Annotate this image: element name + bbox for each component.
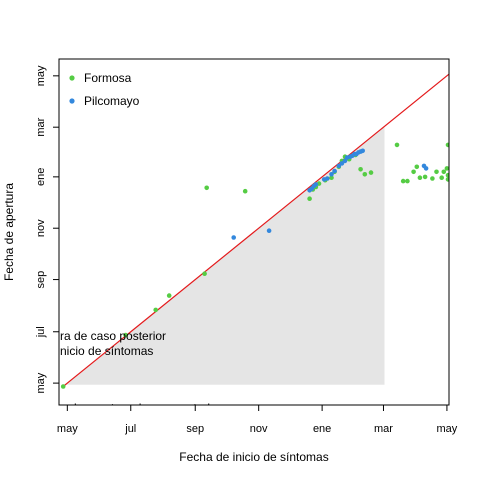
data-point-formosa-3 — [166, 293, 172, 298]
y-tick-label-2: sep — [35, 271, 47, 289]
series-pilcomayo — [231, 148, 429, 240]
data-point-formosa-20 — [362, 172, 368, 177]
legend-marker-pilcomayo — [69, 98, 75, 104]
data-point-formosa-1 — [123, 332, 128, 338]
y-tick-label-6: may — [35, 65, 47, 86]
data-point-formosa-4 — [202, 271, 207, 277]
data-point-formosa-32 — [441, 169, 447, 175]
data-point-pilcomayo-9 — [332, 168, 337, 174]
annotation-upper-line2: nicio de síntomas — [60, 344, 153, 358]
data-point-formosa-0 — [60, 384, 66, 389]
data-point-formosa-24 — [405, 178, 410, 184]
data-point-formosa-19 — [358, 167, 363, 172]
x-axis-title: Fecha de inicio de síntomas — [179, 450, 328, 464]
data-point-pilcomayo-22 — [423, 166, 429, 171]
data-point-pilcomayo-7 — [325, 176, 330, 181]
x-tick-label-3: nov — [250, 423, 268, 435]
data-point-pilcomayo-11 — [339, 161, 345, 166]
data-point-formosa-23 — [400, 178, 406, 184]
data-point-pilcomayo-5 — [313, 182, 319, 187]
data-point-pilcomayo-1 — [266, 228, 272, 233]
data-point-formosa-33 — [444, 166, 449, 171]
x-tick-label-5: mar — [374, 423, 393, 435]
legend-marker-formosa — [69, 75, 75, 81]
legend: Formosa Pilcomayo — [69, 71, 140, 108]
data-point-formosa-12 — [329, 175, 334, 180]
data-point-pilcomayo-0 — [231, 235, 236, 240]
data-point-formosa-21 — [368, 170, 374, 175]
data-point-formosa-27 — [417, 175, 423, 180]
data-point-formosa-25 — [411, 169, 416, 175]
data-point-formosa-34 — [445, 142, 449, 148]
y-axis-title: Fecha de apertura — [2, 183, 16, 281]
y-tick-label-1: jul — [35, 326, 47, 338]
x-axis: may jul sep nov ene mar may — [57, 404, 458, 435]
data-point-formosa-22 — [394, 142, 400, 148]
x-tick-label-1: jul — [124, 423, 136, 435]
data-point-formosa-26 — [414, 164, 420, 170]
data-point-formosa-36 — [445, 177, 449, 182]
data-point-formosa-28 — [422, 174, 428, 180]
annotation-lower: a de apertura de caso anterior — [60, 401, 221, 415]
data-point-formosa-2 — [153, 307, 158, 313]
data-point-formosa-30 — [434, 169, 439, 175]
x-tick-label-4: ene — [313, 423, 331, 435]
data-point-pilcomayo-20 — [360, 148, 366, 154]
annotation-upper-line1: ra de caso posterior — [60, 329, 166, 343]
series-formosa — [60, 142, 449, 389]
data-point-pilcomayo-12 — [342, 158, 348, 164]
legend-label-pilcomayo: Pilcomayo — [84, 94, 140, 108]
data-point-formosa-31 — [439, 175, 445, 180]
data-point-formosa-35 — [445, 172, 449, 178]
legend-label-formosa: Formosa — [84, 71, 132, 85]
y-tick-label-3: nov — [35, 219, 47, 237]
x-tick-label-6: may — [437, 423, 458, 435]
data-point-pilcomayo-8 — [329, 172, 334, 177]
y-tick-label-5: mar — [35, 117, 47, 136]
data-points — [60, 142, 449, 389]
y-axis: may jul sep nov ene mar may — [35, 65, 60, 394]
data-point-formosa-7 — [307, 196, 312, 201]
data-point-formosa-29 — [430, 176, 435, 181]
x-tick-label-0: may — [57, 423, 78, 435]
y-tick-label-4: ene — [35, 168, 47, 186]
data-point-formosa-6 — [242, 188, 248, 194]
data-point-pilcomayo-10 — [336, 163, 342, 169]
identity-line — [62, 73, 449, 387]
data-point-formosa-5 — [204, 185, 209, 191]
x-tick-label-2: sep — [186, 423, 204, 435]
y-tick-label-0: may — [35, 372, 47, 393]
